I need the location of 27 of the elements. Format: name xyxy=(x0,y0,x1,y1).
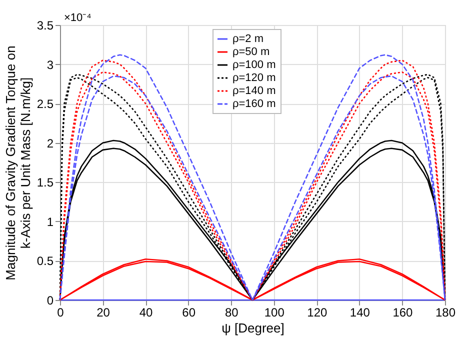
x-tick-label: 140 xyxy=(350,306,370,320)
y-axis-title: Magnitude of Gravity Gradient Torque on k-Axis per Unit Mass [N.m/kg] xyxy=(2,46,33,280)
x-tick-label: 100 xyxy=(264,306,285,320)
y-tick-label: 3.5 xyxy=(36,18,54,32)
legend-label: ρ=50 m xyxy=(232,46,270,58)
y-tick-label: 2.5 xyxy=(36,97,54,112)
x-tick-label: 60 xyxy=(182,306,196,320)
x-tick-label: 180 xyxy=(435,306,456,320)
legend-label: ρ=140 m xyxy=(232,85,276,97)
x-tick-label: 40 xyxy=(139,306,154,320)
legend-label: ρ=100 m xyxy=(232,59,276,71)
y-tick-label: 0 xyxy=(46,294,54,308)
y-tick-label: 1.5 xyxy=(36,176,54,190)
x-tick-label: 160 xyxy=(392,306,414,320)
text: ×10⁻⁴ xyxy=(64,12,92,24)
y-tick-label: 0.5 xyxy=(36,254,54,268)
x-tick-label: 120 xyxy=(307,306,328,320)
x-axis-title: ψ [Degree] xyxy=(222,320,284,336)
legend-label: ρ=2 m xyxy=(232,33,264,45)
y-tick-label: 1 xyxy=(46,214,54,229)
x-tick-label: 0 xyxy=(57,306,64,320)
x-tick-label: 20 xyxy=(96,306,110,320)
legend-label: ρ=120 m xyxy=(232,72,276,84)
y-tick-label: 3 xyxy=(46,58,54,72)
x-tick-label: 80 xyxy=(224,306,239,320)
y-tick-label: 2 xyxy=(46,136,54,150)
legend-label: ρ=160 m xyxy=(232,98,276,110)
